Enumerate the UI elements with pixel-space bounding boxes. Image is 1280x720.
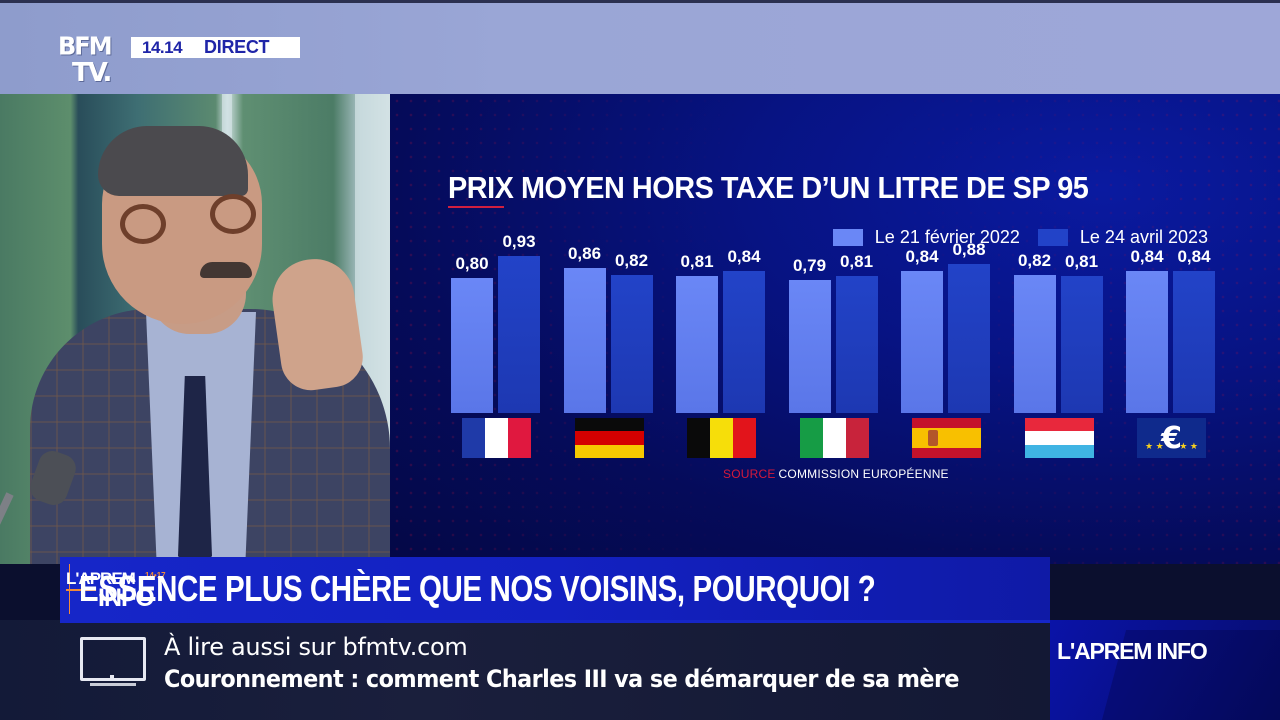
live-label: DIRECT: [204, 37, 270, 57]
tv-icon: [80, 637, 146, 687]
headline-bar: L'APREM 14•17 INFO ESSENCE PLUS CHÈRE QU…: [60, 557, 1050, 620]
value-label: 0,88: [952, 240, 986, 259]
legend-swatch: [1037, 229, 1068, 246]
bar-2023: [610, 275, 653, 413]
chart-panel: PRIX MOYEN HORS TAXE D’UN LITRE DE SP 95…: [390, 94, 1280, 564]
presenter-hair: [98, 126, 248, 196]
value-label: 0,82: [614, 251, 649, 270]
legend-label: Le 24 avril 2023: [1079, 227, 1208, 247]
show-logo-hours: 14•17: [145, 571, 166, 580]
value-label: 0,81: [839, 252, 874, 271]
show-logo-bottom: INFO: [98, 584, 155, 612]
tv-stand: [90, 683, 136, 686]
chart-title: PRIX MOYEN HORS TAXE D’UN LITRE DE SP 95: [448, 170, 1089, 205]
bars-area: 0,80 0,93 0,86 0,82 0,81 0,84 0,79 0,81 0,84 0,88…: [390, 94, 1280, 564]
legend-item-2022: Le 21 février 2022: [832, 227, 1020, 248]
microphone-stem: [0, 492, 14, 564]
value-label: 0,84: [727, 247, 761, 266]
brand-show-name: L'APREM INFO: [1057, 638, 1208, 664]
legend-item-2023: Le 24 avril 2023: [1037, 227, 1208, 248]
bar-group-luxembourg: 0,82 0,81: [1013, 94, 1104, 564]
ticker-story: Couronnement : comment Charles III va se…: [164, 665, 960, 693]
bar-group-italie: 0,79 0,81: [788, 94, 879, 564]
value-label: 0,81: [680, 252, 714, 271]
flag-spain-icon: [912, 418, 981, 458]
live-badge: 14.14 DIRECT: [131, 37, 300, 58]
logo-line2: TV.: [72, 58, 112, 88]
flag-belgium-icon: [687, 418, 756, 458]
presenter-mustache: [200, 262, 252, 278]
tv-screen: [80, 637, 146, 681]
bar-group-france: 0,80 0,93: [451, 94, 541, 564]
tv-dot: [110, 675, 114, 678]
flag-italy-icon: [799, 418, 869, 458]
chart-legend: Le 21 février 2022 Le 24 avril 2023: [832, 227, 1208, 248]
ticker-label: À lire aussi sur bfmtv.com: [164, 633, 468, 661]
value-label: 0,81: [1064, 252, 1099, 271]
value-label: 0,80: [455, 254, 489, 273]
flag-luxembourg-icon: [1024, 418, 1094, 458]
bfmtv-logo: BFM TV.: [58, 31, 124, 90]
headline-text: ESSENCE PLUS CHÈRE QUE NOS VOISINS, POUR…: [78, 567, 876, 609]
bar-2022: [676, 276, 718, 413]
show-logo: L'APREM 14•17 INFO: [60, 557, 166, 620]
bar-2022: [1126, 271, 1168, 413]
bar-group-espagne: 0,84 0,88: [901, 94, 991, 564]
bar-group-belgique: 0,81 0,84: [676, 94, 766, 564]
bar-group-zone-euro: 0,84 0,84 € ★ ★ ★ ★: [1126, 94, 1216, 564]
chart-source: SOURCE COMMISSION EUROPÉENNE: [723, 467, 949, 481]
bar-2022: [451, 278, 493, 413]
value-label: 0,79: [792, 256, 827, 275]
value-label: 0,84: [905, 247, 939, 266]
logo-line1: BFM: [58, 31, 113, 61]
brand-block: L'APREM INFO: [1050, 620, 1280, 720]
source-text: COMMISSION EUROPÉENNE: [778, 467, 949, 481]
bar-2022: [563, 268, 606, 413]
legend-label: Le 21 février 2022: [874, 227, 1020, 247]
bar-2023: [835, 276, 878, 413]
bar-2023: [498, 256, 540, 413]
bar-2022: [1013, 275, 1056, 413]
value-label: 0,93: [502, 232, 536, 251]
flag-france-icon: [462, 418, 531, 458]
bar-2022: [901, 271, 943, 413]
flag-euro-icon: € ★ ★ ★ ★: [1137, 418, 1206, 458]
studio-video: [0, 94, 392, 564]
bar-2022: [788, 280, 831, 413]
presenter-glasses: [120, 194, 260, 244]
show-logo-underline: [66, 589, 96, 591]
bar-group-allemagne: 0,86 0,82: [563, 94, 654, 564]
value-label: 0,86: [567, 244, 602, 263]
presenter-tie: [178, 376, 212, 564]
show-logo-top: L'APREM: [66, 569, 136, 588]
value-label: 0,84: [1130, 247, 1164, 266]
bar-2023: [1060, 276, 1103, 413]
glasses-lens: [210, 194, 256, 234]
bar-2023: [723, 271, 765, 413]
source-label: SOURCE: [723, 467, 776, 481]
legend-swatch: [832, 229, 863, 246]
title-underline: [448, 206, 504, 208]
bar-2023: [1173, 271, 1215, 413]
value-label: 0,82: [1017, 251, 1052, 270]
broadcast-time: 14.14: [142, 37, 183, 57]
value-label: 0,84: [1177, 247, 1211, 266]
news-ticker: À lire aussi sur bfmtv.com Couronnement …: [0, 620, 1050, 720]
bar-2023: [948, 264, 990, 413]
glasses-lens: [120, 204, 166, 244]
flag-germany-icon: [574, 418, 644, 458]
